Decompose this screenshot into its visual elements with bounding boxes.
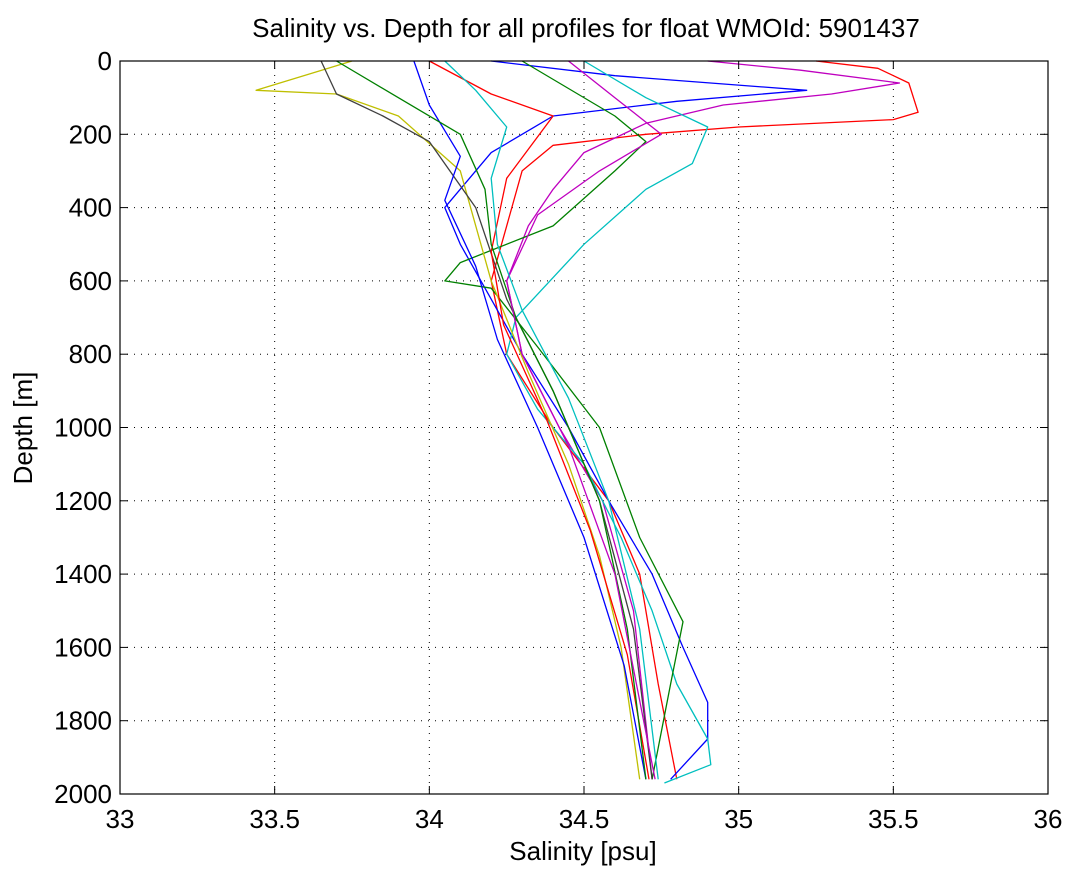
- y-axis-label: Depth [m]: [8, 372, 38, 485]
- profile-line-12: [444, 60, 659, 780]
- y-tick-label: 1800: [54, 706, 112, 736]
- profile-line-2: [506, 60, 901, 780]
- profile-line-8: [413, 60, 647, 780]
- profile-line-3: [444, 60, 808, 780]
- y-tick-label: 0: [98, 46, 112, 76]
- y-tick-label: 1000: [54, 413, 112, 443]
- y-tick-label: 1200: [54, 486, 112, 516]
- profile-line-1: [490, 60, 919, 780]
- x-axis-label: Salinity [psu]: [509, 836, 656, 866]
- y-tick-label: 200: [69, 119, 112, 149]
- y-tick-label: 1400: [54, 559, 112, 589]
- y-tick-label: 800: [69, 339, 112, 369]
- grid-lines: [120, 61, 1048, 794]
- x-tick-label: 33: [106, 804, 135, 834]
- axis-ticks: 33 33.5 34 34.5 35 35.5 36 0 200 400 600 800 1000 120…: [54, 46, 1062, 834]
- data-series: [255, 60, 919, 784]
- y-tick-label: 400: [69, 193, 112, 223]
- y-tick-label: 1600: [54, 632, 112, 662]
- x-tick-label: 34.5: [559, 804, 610, 834]
- y-tick-label: 600: [69, 266, 112, 296]
- y-tick-label: 2000: [54, 779, 112, 809]
- profile-line-10: [336, 60, 647, 780]
- x-tick-label: 34: [415, 804, 444, 834]
- profile-line-9: [428, 60, 650, 780]
- profile-line-11: [506, 60, 662, 780]
- x-tick-label: 33.5: [249, 804, 300, 834]
- x-tick-label: 35.5: [868, 804, 919, 834]
- x-tick-label: 35: [724, 804, 753, 834]
- x-tick-label: 36: [1034, 804, 1063, 834]
- chart-title: Salinity vs. Depth for all profiles for …: [252, 13, 920, 43]
- profile-line-4: [506, 60, 712, 784]
